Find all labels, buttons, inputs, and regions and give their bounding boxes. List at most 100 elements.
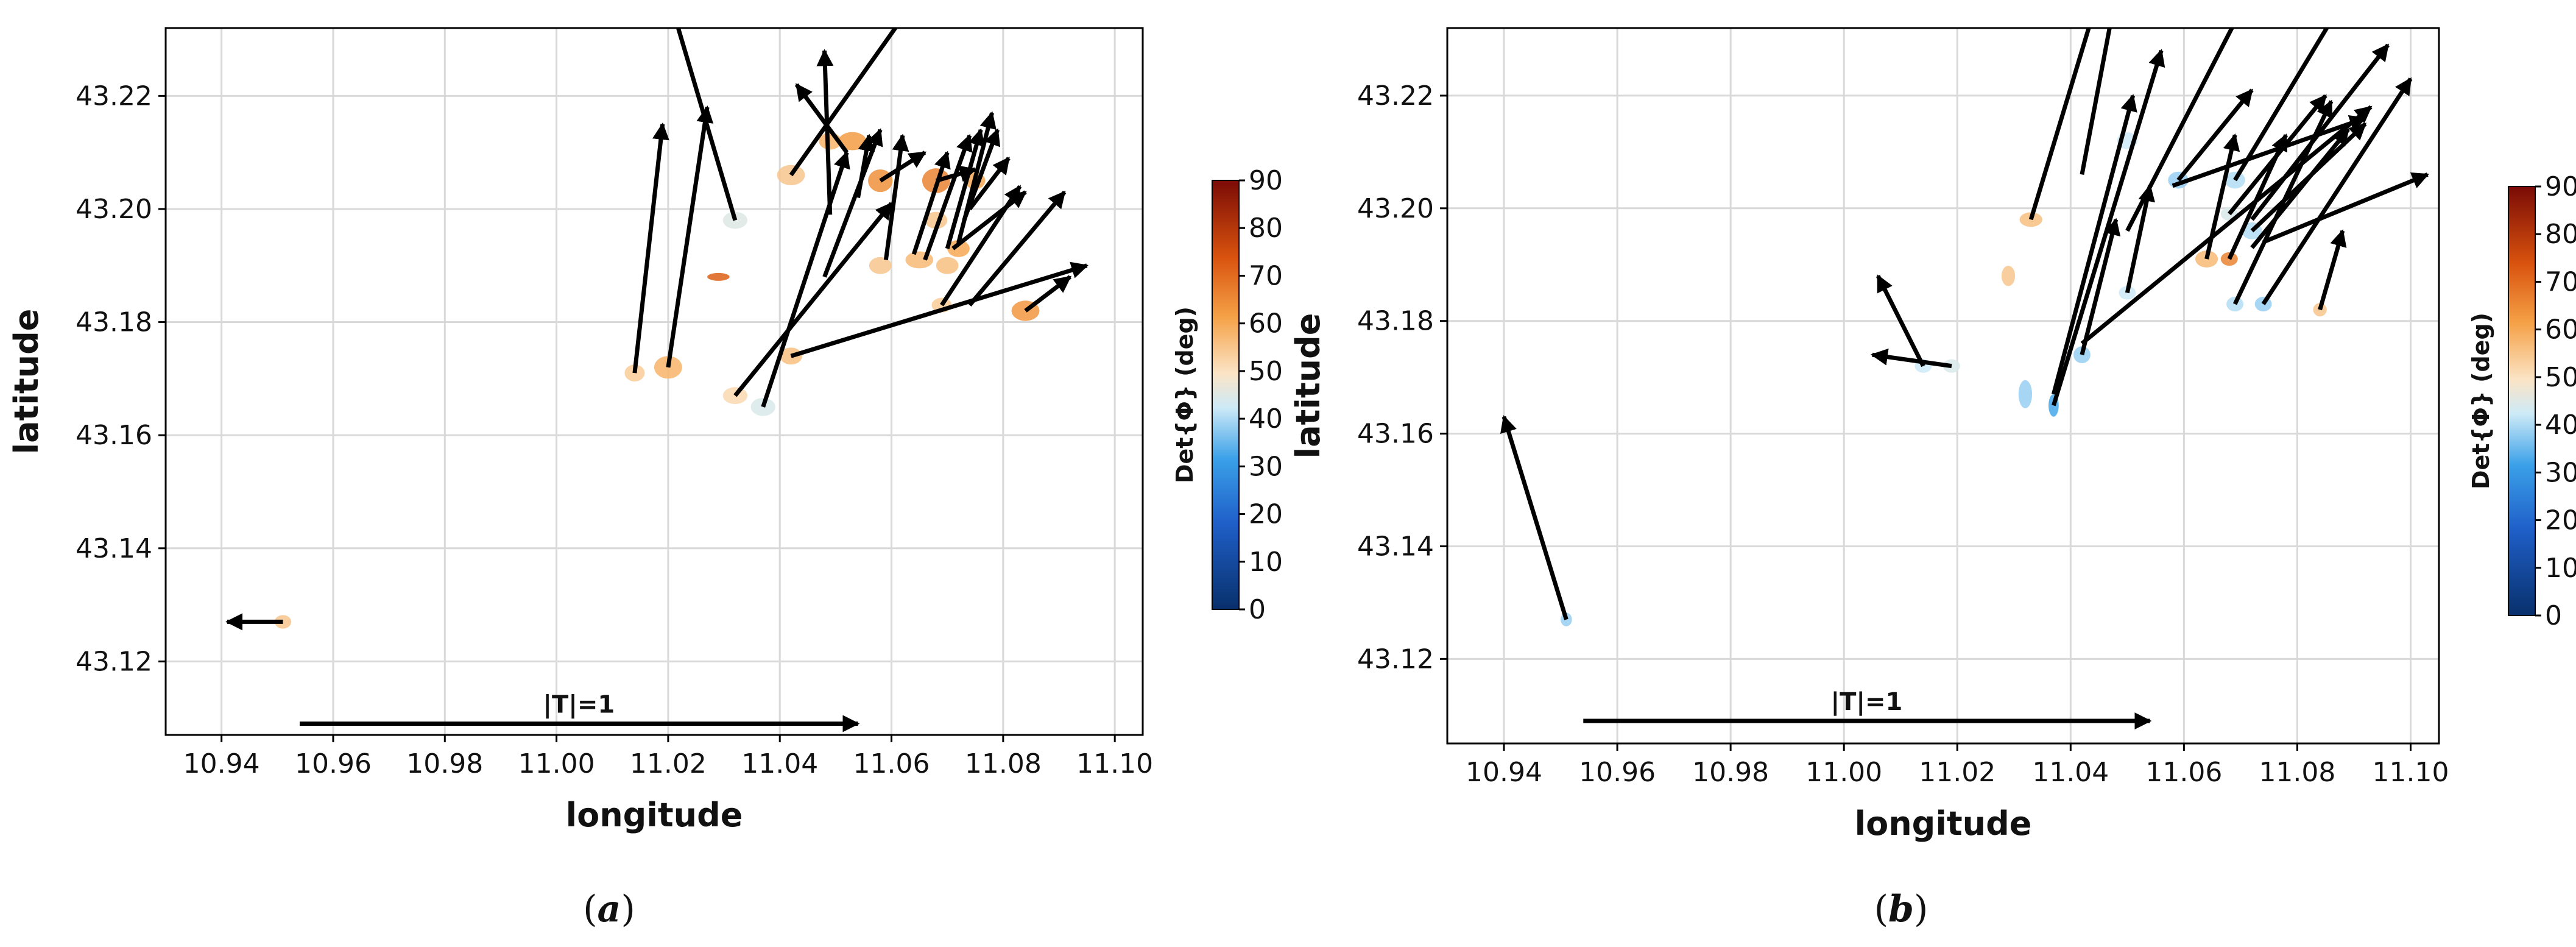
induction-arrow <box>632 122 669 374</box>
x-tick-label: 10.94 <box>183 748 260 779</box>
panel-paren: ) <box>621 888 635 931</box>
x-tick-label: 11.04 <box>2032 757 2109 788</box>
x-tick-label: 10.98 <box>406 748 483 779</box>
plot-frame <box>164 27 1144 736</box>
induction-arrow <box>2250 128 2350 249</box>
colorbar-tick-label: 0 <box>1249 594 1266 625</box>
induction-arrow <box>2176 88 2254 182</box>
panel-paren: ( <box>1874 888 1888 931</box>
colorbar-tick-label: 40 <box>1249 403 1283 434</box>
induction-arrow <box>951 190 1027 250</box>
induction-arrow <box>923 133 973 261</box>
phase-tensor-ellipse <box>707 272 730 281</box>
induction-arrow <box>2125 28 2242 232</box>
panel-paren: ) <box>1914 888 1928 931</box>
x-tick-label: 11.00 <box>518 748 595 779</box>
plot-frame <box>1446 27 2440 745</box>
induction-arrow <box>2318 229 2347 311</box>
induction-arrow <box>968 157 1011 211</box>
induction-arrow <box>911 151 951 255</box>
panel-a: 10.94 10.96 10.98 11.00 11.02 11.04 11.06 11.08… <box>7 27 1283 931</box>
induction-arrow <box>1876 274 1925 367</box>
y-tick-label: 43.14 <box>76 533 152 564</box>
induction-arrow <box>666 105 714 368</box>
induction-arrow <box>945 128 985 249</box>
y-tick-label: 43.20 <box>76 194 152 225</box>
y-axis-label: latitude <box>1289 313 1327 459</box>
y-tick-label: 43.18 <box>76 307 152 338</box>
x-tick-label: 11.06 <box>2145 757 2222 788</box>
induction-arrow <box>1870 348 1952 369</box>
panel-label: (b) <box>1874 888 1928 931</box>
y-tick-label: 43.16 <box>76 420 152 451</box>
phase-tensor-ellipse <box>2018 380 2033 408</box>
x-tick-label: 11.04 <box>741 748 818 779</box>
y-tick-label: 43.14 <box>1357 531 1434 562</box>
y-tick-label: 43.12 <box>76 646 152 677</box>
colorbar-tick-label: 70 <box>1249 260 1283 291</box>
y-tick-label: 43.22 <box>76 80 152 112</box>
colorbar-tick-label: 10 <box>2545 553 2576 584</box>
panel-b: 10.94 10.96 10.98 11.00 11.02 11.04 11.06 11.08… <box>1289 27 2576 931</box>
x-tick-label: 11.06 <box>853 748 930 779</box>
colorbar-tick-label: 80 <box>1249 213 1283 244</box>
induction-arrow <box>733 202 894 397</box>
x-tick-label: 11.02 <box>1919 757 1996 788</box>
y-tick-label: 43.16 <box>1357 419 1434 450</box>
colorbar-tick-label: 60 <box>2545 314 2576 346</box>
colorbar-label: Det{Φ} (deg) <box>1171 307 1198 483</box>
panel-label: (a) <box>583 888 635 931</box>
colorbar-tick-label: 40 <box>2545 410 2576 441</box>
y-tick-label: 43.18 <box>1357 306 1434 337</box>
x-tick-label: 11.08 <box>965 748 1042 779</box>
induction-arrow <box>883 133 909 260</box>
induction-arrow <box>794 83 849 154</box>
phase-tensor-ellipse <box>936 257 959 274</box>
x-tick-label: 11.10 <box>2373 757 2449 788</box>
induction-arrow <box>962 128 1001 221</box>
colorbar-tick-label: 90 <box>2545 171 2576 202</box>
y-tick-label: 43.12 <box>1357 644 1434 675</box>
induction-arrow <box>2262 172 2429 244</box>
induction-arrow <box>2028 28 2091 221</box>
colorbar-tick-label: 90 <box>1249 165 1283 196</box>
phase-tensor-ellipse <box>1943 359 1960 373</box>
colorbar <box>1212 180 1240 610</box>
induction-arrow <box>2261 77 2413 305</box>
x-tick-label: 11.02 <box>630 748 707 779</box>
data-layer <box>225 28 1089 631</box>
x-tick-label: 10.96 <box>1579 757 1656 788</box>
x-tick-label: 10.94 <box>1466 757 1542 788</box>
x-axis-label: longitude <box>566 796 743 834</box>
induction-arrow <box>879 151 926 183</box>
colorbar <box>2508 186 2536 616</box>
scale-arrow-label: |T|=1 <box>543 690 615 719</box>
panel-paren: ( <box>583 888 597 931</box>
induction-arrow <box>761 151 850 408</box>
induction-arrow <box>2233 28 2338 182</box>
induction-arrow <box>676 28 738 221</box>
colorbar-tick-label: 20 <box>2545 505 2576 536</box>
phase-tensor-ellipse <box>2001 266 2016 286</box>
induction-arrow <box>822 128 883 278</box>
colorbar-tick-label: 30 <box>2545 457 2576 488</box>
x-tick-label: 10.98 <box>1692 757 1769 788</box>
induction-arrow <box>2250 43 2390 221</box>
x-tick-label: 11.10 <box>1076 748 1153 779</box>
induction-arrow <box>2080 105 2373 346</box>
colorbar-tick-label: 50 <box>1249 356 1283 387</box>
panel-letter: a <box>598 888 621 931</box>
phase-tensor-ellipse <box>722 387 748 405</box>
induction-arrow <box>2228 94 2327 216</box>
induction-arrow <box>1500 415 1569 620</box>
panel-letter: b <box>1888 888 1914 931</box>
colorbar-label: Det{Φ} (deg) <box>2468 313 2494 489</box>
phase-tensor-ellipse <box>624 364 645 382</box>
phase-tensor-ellipse <box>947 240 970 257</box>
induction-arrow <box>1024 275 1072 313</box>
x-tick-label: 10.96 <box>295 748 372 779</box>
colorbar-tick-label: 60 <box>1249 308 1283 339</box>
colorbar-tick-label: 30 <box>1249 451 1283 482</box>
colorbar-tick-label: 10 <box>1249 547 1283 578</box>
